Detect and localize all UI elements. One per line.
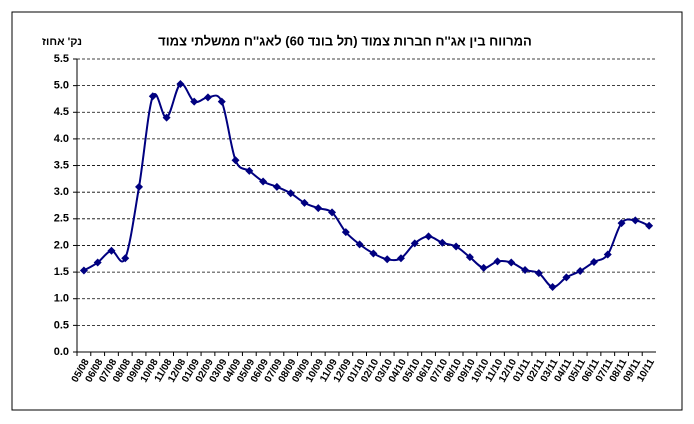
data-point xyxy=(452,242,461,251)
y-tick-label: 1.5 xyxy=(54,266,69,278)
data-point xyxy=(645,221,654,230)
data-point xyxy=(617,219,626,228)
data-point xyxy=(217,97,226,106)
data-point xyxy=(121,254,130,263)
data-point xyxy=(245,166,254,175)
data-point xyxy=(107,246,116,255)
y-tick-label: 5.5 xyxy=(54,53,69,65)
y-axis-label: נק' אחוז xyxy=(42,36,82,48)
data-point xyxy=(79,266,88,275)
data-point xyxy=(286,189,295,198)
data-point xyxy=(479,263,488,272)
data-point xyxy=(589,257,598,266)
data-point xyxy=(631,216,640,225)
y-tick-label: 0.0 xyxy=(54,346,69,358)
data-point xyxy=(603,250,612,259)
data-point xyxy=(355,240,364,249)
data-point xyxy=(562,273,571,282)
data-point xyxy=(424,232,433,241)
data-point xyxy=(203,93,212,102)
data-point xyxy=(162,113,171,122)
data-point xyxy=(369,249,378,258)
data-point xyxy=(507,258,516,267)
y-tick-label: 0.5 xyxy=(54,319,69,331)
data-point xyxy=(521,265,530,274)
data-point xyxy=(300,198,309,207)
y-tick-label: 2.5 xyxy=(54,213,69,225)
chart-title: המרווח בין אג''ח חברות צמוד (תל בונד 60)… xyxy=(158,33,532,48)
y-tick-label: 5.0 xyxy=(54,80,69,92)
data-point xyxy=(465,253,474,262)
data-point xyxy=(493,257,502,266)
data-point xyxy=(576,267,585,276)
y-tick-label: 3.5 xyxy=(54,159,69,171)
data-point xyxy=(148,92,157,101)
data-point xyxy=(410,239,419,248)
data-point xyxy=(135,182,144,191)
data-point xyxy=(341,228,350,237)
data-point xyxy=(383,255,392,264)
y-tick-label: 4.0 xyxy=(54,133,69,145)
data-point xyxy=(328,208,337,217)
chart-frame xyxy=(11,11,683,411)
data-point xyxy=(272,182,281,191)
y-tick-label: 1.0 xyxy=(54,293,69,305)
data-point xyxy=(259,177,268,186)
data-point xyxy=(548,283,557,292)
y-tick-label: 4.5 xyxy=(54,106,69,118)
data-point xyxy=(176,80,185,89)
data-point xyxy=(190,97,199,106)
y-tick-label: 2.0 xyxy=(54,239,69,251)
data-point xyxy=(438,238,447,247)
data-point xyxy=(93,258,102,267)
y-tick-label: 3.0 xyxy=(54,186,69,198)
data-point xyxy=(314,204,323,213)
data-point xyxy=(396,254,405,263)
data-point xyxy=(534,269,543,278)
data-point xyxy=(231,156,240,165)
